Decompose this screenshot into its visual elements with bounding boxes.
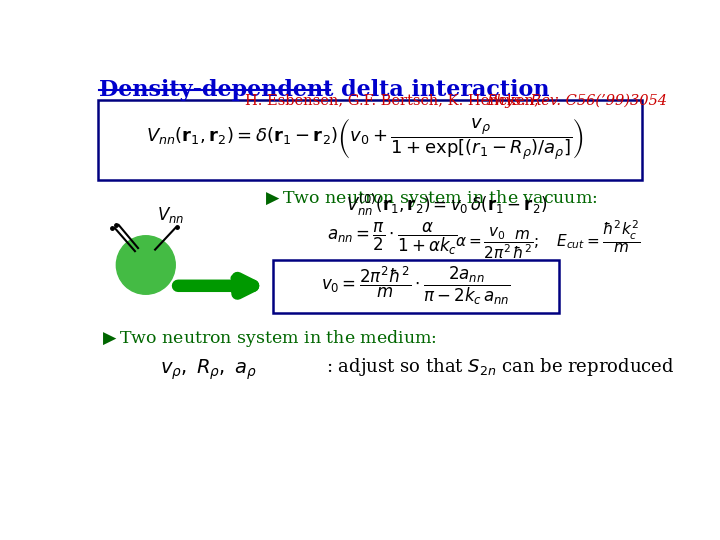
Circle shape <box>117 236 175 294</box>
Text: $\blacktriangleright$Two neutron system in the medium:: $\blacktriangleright$Two neutron system … <box>99 328 437 349</box>
Text: : adjust so that $S_{2n}$ can be reproduced: : adjust so that $S_{2n}$ can be reprodu… <box>326 356 675 378</box>
FancyBboxPatch shape <box>98 100 642 180</box>
Text: $V_{nn}(\mathbf{r}_1,\mathbf{r}_2) = \delta(\mathbf{r}_1 - \mathbf{r}_2)\left(v_: $V_{nn}(\mathbf{r}_1,\mathbf{r}_2) = \de… <box>146 117 584 163</box>
Text: Density-dependent delta interaction: Density-dependent delta interaction <box>99 79 550 100</box>
FancyBboxPatch shape <box>273 260 559 313</box>
Text: $\alpha = \dfrac{v_0}{2\pi^2}\dfrac{m}{\hbar^2};\quadE_{cut} = \dfrac{\hbar^2 k_: $\alpha = \dfrac{v_0}{2\pi^2}\dfrac{m}{\… <box>454 219 640 261</box>
Text: $v_\rho,\; R_\rho,\; a_\rho$: $v_\rho,\; R_\rho,\; a_\rho$ <box>160 357 256 382</box>
Text: H. Esbensen, G.F. Bertsch, K. Hencken,: H. Esbensen, G.F. Bertsch, K. Hencken, <box>245 93 544 107</box>
Text: Phys. Rev. C56(’99)3054: Phys. Rev. C56(’99)3054 <box>486 93 667 107</box>
Text: $V_{nn}^{(0)}(\mathbf{r}_1,\mathbf{r}_2) = v_0\,\delta(\mathbf{r}_1-\mathbf{r}_2: $V_{nn}^{(0)}(\mathbf{r}_1,\mathbf{r}_2)… <box>346 192 547 218</box>
Text: $V_{nn}$: $V_{nn}$ <box>158 205 185 225</box>
Text: $a_{nn} = \dfrac{\pi}{2}\cdot\dfrac{\alpha}{1+\alpha k_c}$: $a_{nn} = \dfrac{\pi}{2}\cdot\dfrac{\alp… <box>327 221 458 258</box>
Text: $\blacktriangleright$Two neutron system in the vacuum:: $\blacktriangleright$Two neutron system … <box>262 188 598 209</box>
Text: $v_0 = \dfrac{2\pi^2\hbar^2}{m}\cdot\dfrac{2a_{nn}}{\pi - 2k_c\,a_{nn}}$: $v_0 = \dfrac{2\pi^2\hbar^2}{m}\cdot\dfr… <box>320 265 510 307</box>
